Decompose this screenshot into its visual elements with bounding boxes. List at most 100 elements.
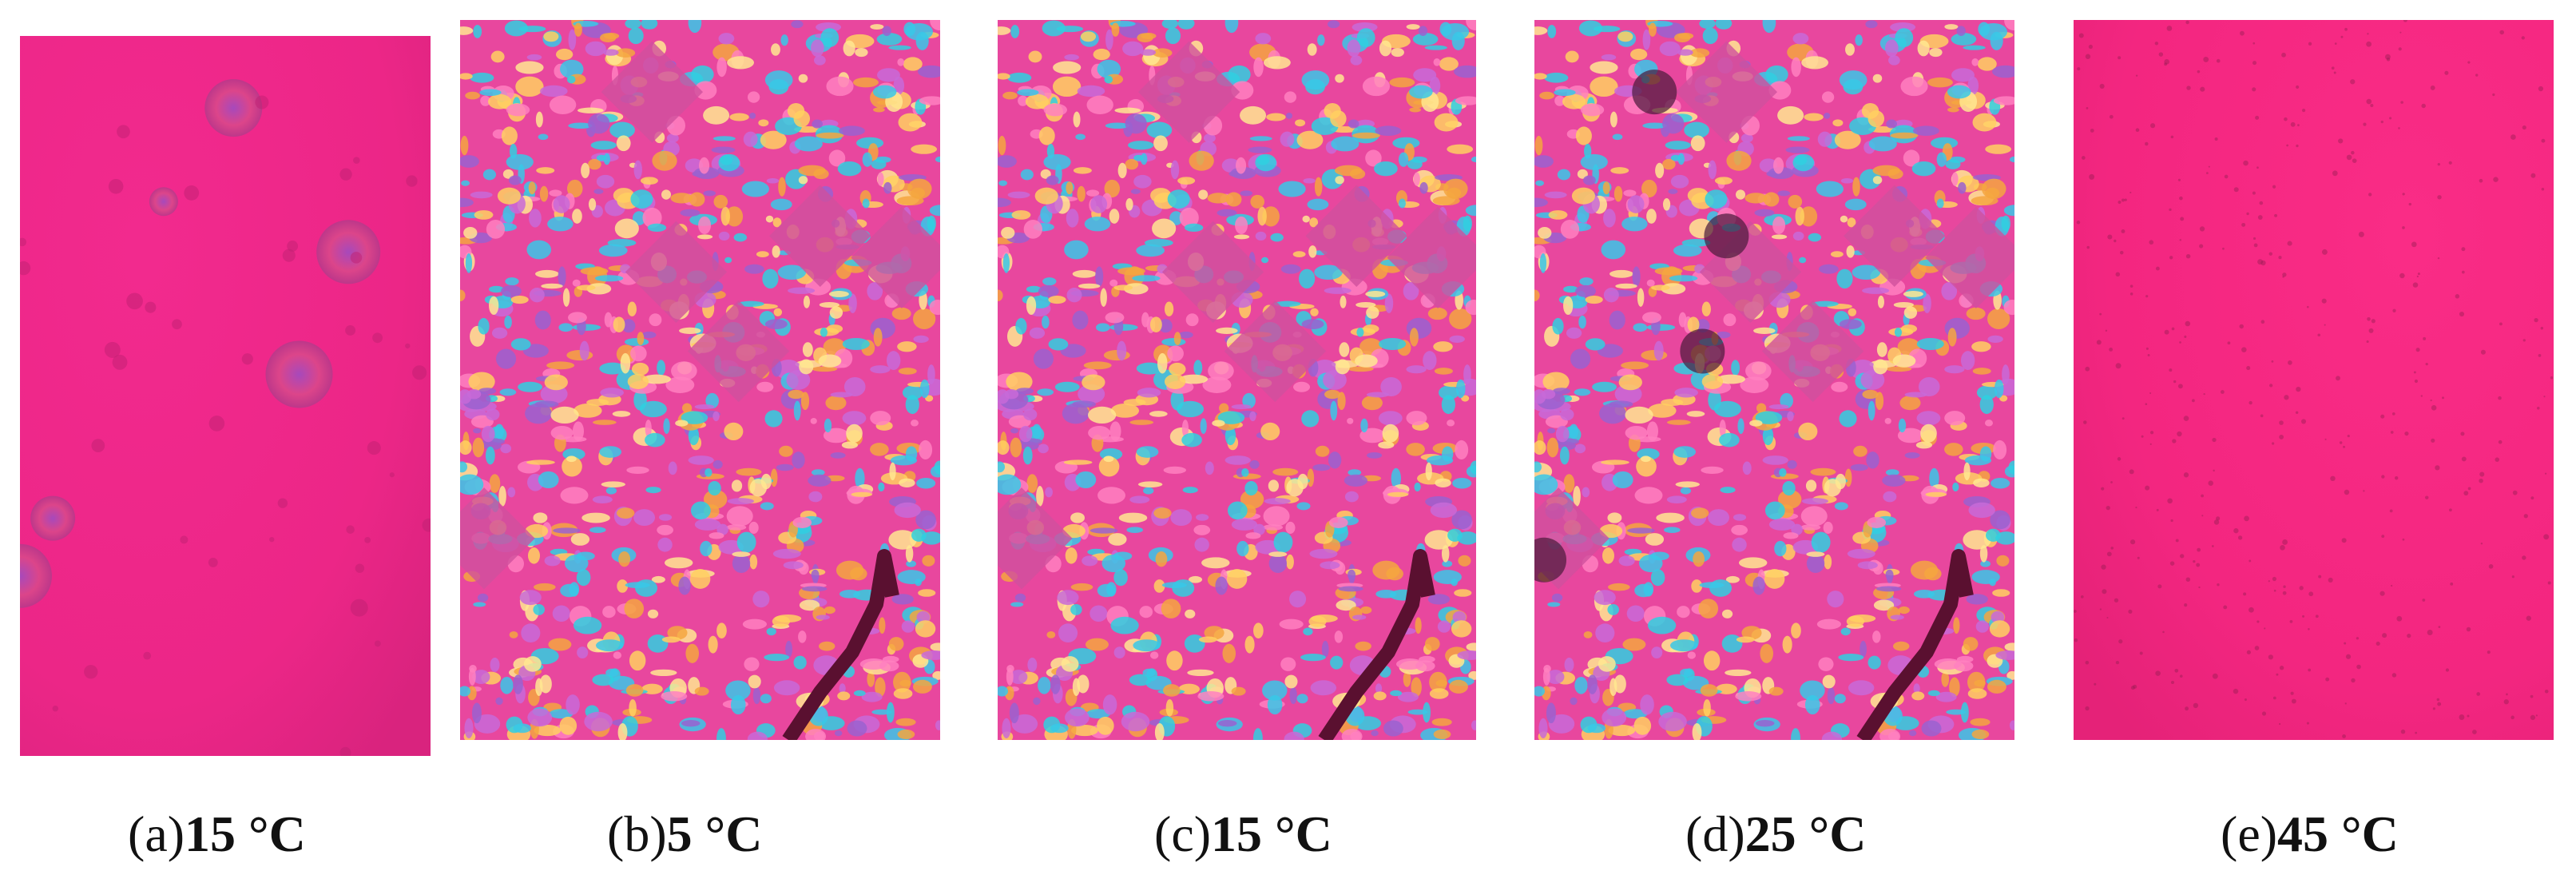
crystal: [1927, 77, 1953, 88]
crystal: [675, 420, 689, 427]
crystal: [1373, 691, 1387, 701]
crystal: [1280, 264, 1301, 274]
crystal: [873, 107, 885, 113]
speck: [2179, 341, 2181, 344]
fiber: [782, 549, 899, 740]
crystal: [1153, 579, 1165, 593]
micrograph: [20, 36, 431, 756]
crystal: [1167, 345, 1184, 362]
crystal: [1862, 287, 1890, 294]
speck: [143, 651, 152, 660]
speck: [2203, 56, 2209, 62]
speck: [2522, 555, 2526, 560]
crystal: [1095, 266, 1104, 287]
spherulite: [316, 220, 381, 284]
domain: [460, 487, 535, 590]
crystal: [1577, 169, 1588, 179]
crystal: [1103, 455, 1114, 463]
crystal: [1963, 462, 1971, 481]
caption: (b)5 °C: [607, 805, 762, 862]
crystal: [463, 226, 478, 239]
speck: [2396, 615, 2403, 622]
speck: [2547, 581, 2551, 585]
speck: [2550, 376, 2554, 380]
crystal: [1916, 411, 1941, 426]
crystal: [515, 76, 544, 97]
crystal: [1010, 428, 1019, 434]
crystal: [1200, 418, 1207, 435]
crystal: [1217, 411, 1245, 424]
crystal: [1111, 22, 1120, 37]
speck: [2212, 673, 2218, 679]
speck: [2118, 639, 2123, 644]
speck: [2206, 172, 2209, 174]
crystal: [1929, 47, 1943, 58]
crystal: [910, 420, 919, 427]
crystal: [1309, 217, 1319, 228]
speck: [2237, 535, 2243, 540]
speck: [52, 706, 59, 712]
crystal: [1136, 446, 1159, 458]
crystal: [830, 451, 846, 459]
speck: [2315, 615, 2319, 618]
crystal: [1582, 175, 1596, 185]
crystal: [1072, 310, 1089, 330]
crystal: [1307, 43, 1317, 56]
crystal: [1944, 24, 1959, 30]
speck: [2216, 516, 2221, 521]
crystal: [486, 220, 506, 239]
speck: [2172, 439, 2177, 443]
speck: [2099, 608, 2102, 611]
speck: [2260, 414, 2264, 418]
crystal: [1655, 162, 1665, 179]
crystal: [1846, 245, 1855, 258]
crystal: [1868, 136, 1897, 152]
speck: [2117, 457, 2122, 461]
crystal: [862, 152, 872, 167]
speck: [2264, 627, 2266, 630]
crystal: [1125, 198, 1133, 211]
crystal: [544, 374, 568, 391]
crystal: [1215, 576, 1228, 595]
crystal: [1895, 28, 1914, 47]
crystal: [916, 477, 936, 489]
speck: [2241, 222, 2246, 227]
micrograph: [460, 20, 940, 740]
crystal: [1866, 451, 1879, 469]
crystal: [1824, 479, 1842, 497]
crystal: [1110, 616, 1139, 634]
crystal: [1980, 560, 1991, 567]
speck: [2233, 528, 2239, 534]
crystal: [641, 331, 657, 339]
crystal: [1978, 22, 1991, 37]
crystal: [1852, 177, 1860, 197]
speck: [2402, 226, 2405, 229]
crystal: [1632, 266, 1641, 287]
speck: [2328, 577, 2333, 583]
crystal: [724, 257, 732, 264]
crystal: [1407, 709, 1428, 715]
crystal: [642, 374, 672, 384]
speck: [2437, 195, 2442, 200]
crystal: [1725, 669, 1752, 677]
speck: [2222, 247, 2225, 250]
crystal: [1166, 650, 1183, 671]
crystal: [1824, 554, 1832, 570]
crystal: [1677, 49, 1693, 56]
crystal: [1194, 537, 1209, 552]
speck: [2179, 674, 2183, 678]
crystal: [1912, 125, 1939, 136]
dark-domain: [1632, 70, 1677, 115]
crystal: [819, 301, 839, 308]
crystal: [661, 636, 681, 643]
crystal: [1062, 403, 1090, 424]
speck: [2085, 366, 2090, 372]
crystal: [1219, 403, 1229, 413]
crystal: [1995, 531, 2014, 545]
crystal: [504, 315, 512, 329]
crystal: [1437, 620, 1451, 633]
crystal: [1227, 501, 1248, 520]
crystal: [1642, 122, 1667, 129]
crystal: [1224, 455, 1251, 465]
speck: [2077, 67, 2081, 71]
